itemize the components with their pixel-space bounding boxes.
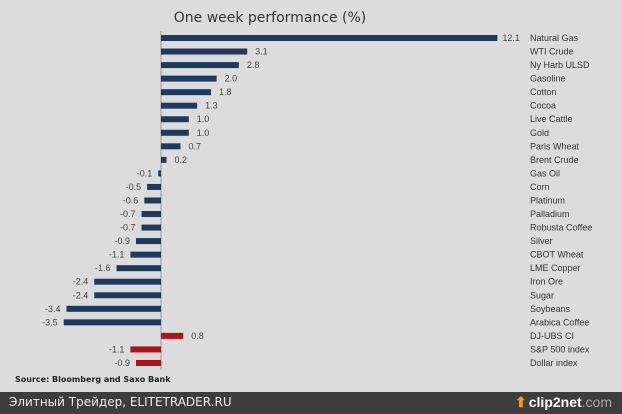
bar — [161, 116, 189, 123]
category-label: Arabica Coffee — [530, 317, 589, 327]
category-label: Paris Wheat — [530, 141, 580, 151]
upload-arrow-icon: ⬆ — [515, 394, 527, 410]
category-label: Corn — [530, 182, 550, 192]
value-label: 2.8 — [247, 60, 260, 70]
category-label: Gold — [530, 128, 549, 138]
bar — [135, 359, 161, 366]
value-label: -0.7 — [120, 223, 136, 233]
category-label: CBOT Wheat — [530, 250, 584, 260]
value-label: -2.4 — [73, 277, 89, 287]
bar — [66, 305, 161, 312]
bar — [141, 211, 161, 218]
bar — [135, 238, 161, 245]
bar — [94, 278, 161, 285]
category-label: Cotton — [530, 87, 557, 97]
category-label: Palladium — [530, 209, 570, 219]
value-label: -0.1 — [137, 168, 153, 178]
category-label: Ny Harb ULSD — [530, 60, 590, 70]
brand-name: clip2net — [528, 394, 582, 410]
value-label: 3.1 — [255, 47, 268, 57]
value-label: -3.5 — [42, 317, 58, 327]
bar — [161, 75, 217, 82]
bar — [161, 156, 167, 163]
bar — [158, 170, 161, 177]
category-label: Soybeans — [530, 304, 571, 314]
bar — [94, 292, 161, 299]
category-label: S&P 500 index — [530, 344, 590, 354]
bar — [161, 143, 181, 150]
category-label: WTI Crude — [530, 47, 574, 57]
bar — [161, 89, 212, 96]
value-label: 1.8 — [219, 87, 232, 97]
bar — [161, 332, 184, 339]
brand-domain: .com — [581, 394, 612, 410]
bar — [161, 62, 239, 69]
value-label: 12.1 — [502, 33, 520, 43]
source-note: Source: Bloomberg and Saxo Bank — [15, 375, 171, 384]
value-label: -0.6 — [123, 195, 139, 205]
category-label: Natural Gas — [530, 33, 579, 43]
value-label: 1.0 — [197, 128, 210, 138]
value-label: 0.7 — [188, 141, 201, 151]
value-label: 1.0 — [197, 114, 210, 124]
category-label: Gas Oil — [530, 168, 560, 178]
clip2net-logo[interactable]: ⬆ clip2net.com — [515, 394, 612, 411]
bar — [63, 319, 162, 326]
category-label: Cocoa — [530, 101, 556, 111]
bar — [141, 224, 161, 231]
bar — [161, 35, 498, 41]
bar — [161, 129, 189, 136]
category-label: Platinum — [530, 195, 565, 205]
category-label: Robusta Coffee — [530, 223, 592, 233]
category-label: Live Cattle — [530, 114, 573, 124]
footer-text: Элитный Трейдер, ELITETRADER.RU — [9, 395, 232, 409]
category-label: Silver — [530, 236, 553, 246]
category-label: Dollar index — [530, 358, 578, 368]
value-label: -1.1 — [109, 344, 125, 354]
category-label: Gasoline — [530, 74, 566, 84]
bar — [147, 183, 161, 190]
value-label: -0.9 — [114, 236, 130, 246]
value-label: -1.6 — [95, 263, 111, 273]
bar — [144, 197, 161, 204]
value-label: -0.5 — [126, 182, 142, 192]
value-label: 2.0 — [225, 74, 238, 84]
bar — [116, 265, 161, 272]
category-label: DJ-UBS CI — [530, 331, 574, 341]
value-label: -0.7 — [120, 209, 136, 219]
chart-title: One week performance (%) — [174, 10, 367, 26]
footer-bar: Элитный Трейдер, ELITETRADER.RU ⬆ clip2ne… — [0, 392, 622, 414]
value-label: 1.3 — [205, 101, 218, 111]
value-label: 0.2 — [175, 155, 188, 165]
bar — [161, 102, 198, 109]
category-label: Brent Crude — [530, 155, 579, 165]
value-label: -2.4 — [73, 290, 89, 300]
bar-chart: One week performance (%) 12.1 Natural Gas… — [15, 10, 592, 384]
category-label: Sugar — [530, 290, 554, 300]
value-label: 0.8 — [191, 331, 204, 341]
bar — [161, 48, 248, 55]
category-label: LME Copper — [530, 263, 581, 273]
bar — [130, 251, 161, 258]
category-label: Iron Ore — [530, 277, 563, 287]
value-label: -1.1 — [109, 250, 125, 260]
value-label: -3.4 — [45, 304, 61, 314]
bar — [130, 346, 161, 353]
value-label: -0.9 — [114, 358, 130, 368]
